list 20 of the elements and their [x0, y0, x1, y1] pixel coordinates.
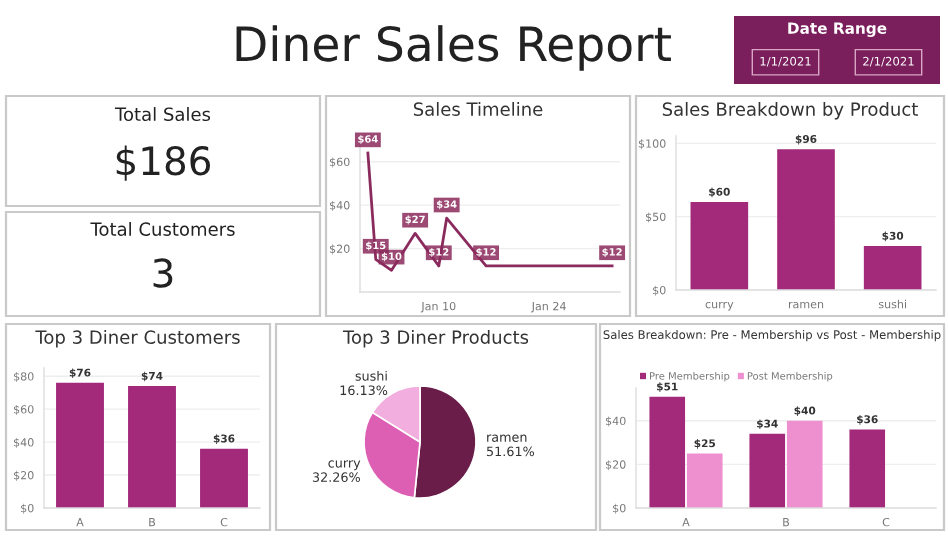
bar — [200, 448, 248, 508]
chart-title: Sales Timeline — [413, 102, 543, 116]
bar — [749, 433, 786, 508]
bar — [777, 149, 835, 290]
chart-title: Top 3 Diner Customers — [35, 330, 240, 348]
bar — [686, 453, 723, 508]
text: Total Sales — [114, 107, 211, 122]
text: Total Customers — [90, 221, 235, 236]
bar — [849, 429, 886, 508]
bar — [56, 382, 104, 508]
bar — [128, 386, 176, 508]
bar — [786, 420, 823, 508]
bar — [690, 202, 749, 290]
chart-title: Top 3 Diner Products — [342, 330, 529, 348]
text: 3 — [153, 258, 173, 288]
bar — [863, 246, 922, 290]
chart-title: Sales Breakdown by Product — [662, 102, 918, 120]
bar — [649, 396, 686, 508]
text: $186 — [116, 145, 211, 181]
text: Diner Sales Report — [236, 25, 671, 71]
